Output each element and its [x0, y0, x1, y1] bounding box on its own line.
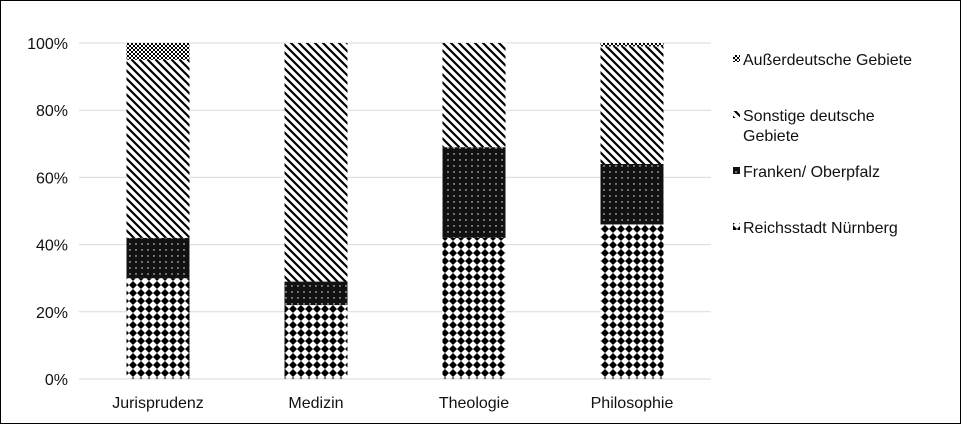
- bar-stack: [127, 43, 190, 379]
- legend-label: Sonstige deutsche Gebiete: [743, 108, 875, 145]
- bar-segment: [601, 43, 664, 46]
- legend-label: Außerdeutsche Gebiete: [743, 52, 912, 69]
- legend-label: Franken/ Oberpfalz: [743, 164, 880, 181]
- x-category-label: Theologie: [439, 395, 509, 412]
- legend-item: Außerdeutsche Gebiete: [733, 52, 912, 69]
- bar-segment: [285, 43, 348, 282]
- y-tick-label: 0%: [45, 372, 68, 389]
- bar-stack: [601, 43, 664, 379]
- legend-item: Reichsstadt Nürnberg: [733, 220, 898, 237]
- bar-segment: [127, 43, 190, 60]
- y-axis-ticks: 0% 20% 40% 60% 80% 100%: [27, 36, 68, 389]
- legend-swatch: [733, 55, 740, 62]
- bar-stack: [285, 43, 348, 379]
- bars: [127, 43, 664, 379]
- legend-swatch: [733, 167, 740, 174]
- y-tick-label: 80%: [36, 103, 68, 120]
- y-tick-label: 60%: [36, 170, 68, 187]
- bar-segment: [127, 278, 190, 379]
- legend-item: Sonstige deutsche Gebiete: [733, 108, 875, 145]
- bar-segment: [285, 305, 348, 379]
- bar-segment: [443, 43, 506, 147]
- x-axis: Jurisprudenz Medizin Theologie Philosophie: [79, 379, 711, 412]
- bar-stack: [443, 43, 506, 379]
- bar-segment: [601, 46, 664, 164]
- y-tick-label: 20%: [36, 305, 68, 322]
- x-category-label: Jurisprudenz: [112, 395, 204, 412]
- bar-segment: [127, 60, 190, 238]
- bar-segment: [443, 238, 506, 379]
- legend-label: Reichsstadt Nürnberg: [743, 220, 898, 237]
- legend-item: Franken/ Oberpfalz: [733, 164, 880, 181]
- y-tick-label: 100%: [27, 36, 68, 53]
- bar-segment: [443, 147, 506, 238]
- legend-swatch: [733, 111, 740, 118]
- bar-segment: [285, 282, 348, 306]
- x-category-label: Medizin: [288, 395, 343, 412]
- bar-segment: [601, 224, 664, 379]
- y-tick-label: 40%: [36, 238, 68, 255]
- legend-swatch: [733, 223, 740, 230]
- legend: Außerdeutsche Gebiete Sonstige deutsche Ge…: [733, 52, 912, 237]
- bar-segment: [127, 238, 190, 278]
- bar-segment: [601, 164, 664, 224]
- x-category-label: Philosophie: [591, 395, 674, 412]
